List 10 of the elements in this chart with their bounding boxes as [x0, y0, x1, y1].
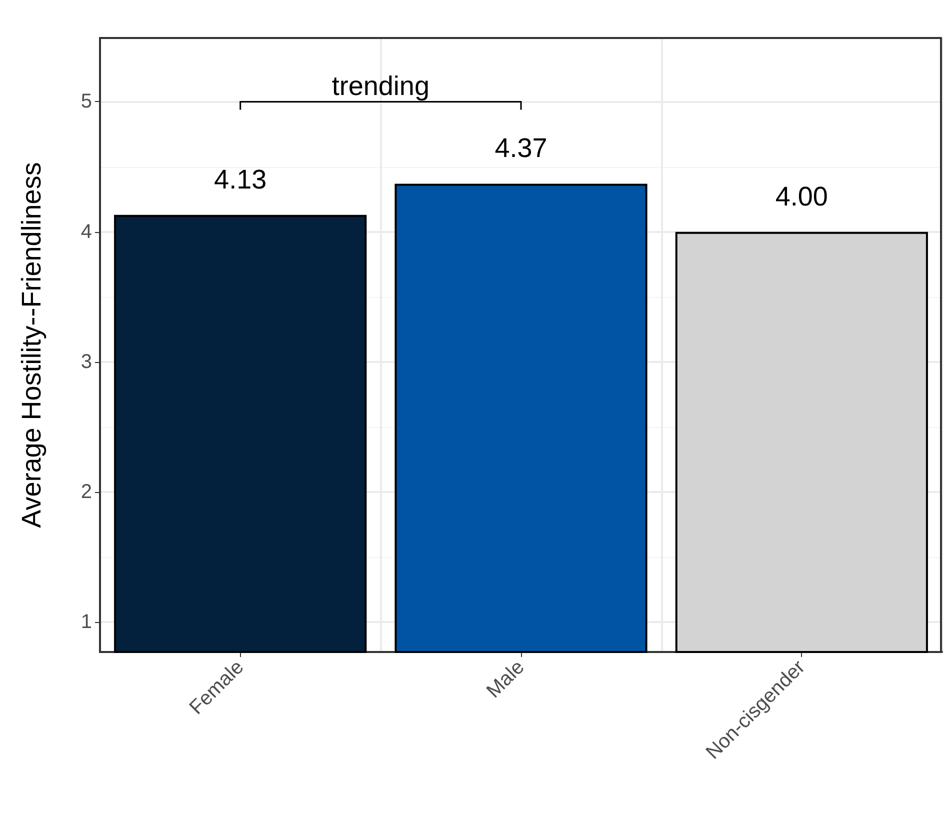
data-label: 4.00 [775, 181, 828, 212]
data-label: 4.13 [214, 164, 267, 194]
y-axis-title: Average Hostility--Friendliness [16, 162, 46, 528]
y-tick-label: 2 [80, 480, 92, 503]
data-label: 4.37 [494, 133, 548, 164]
y-tick-label: 3 [80, 350, 92, 373]
y-tick-label: 1 [80, 611, 92, 634]
annotation: trending [332, 71, 430, 102]
y-tick-label: 4 [80, 220, 92, 243]
y-tick-label: 5 [80, 90, 92, 113]
